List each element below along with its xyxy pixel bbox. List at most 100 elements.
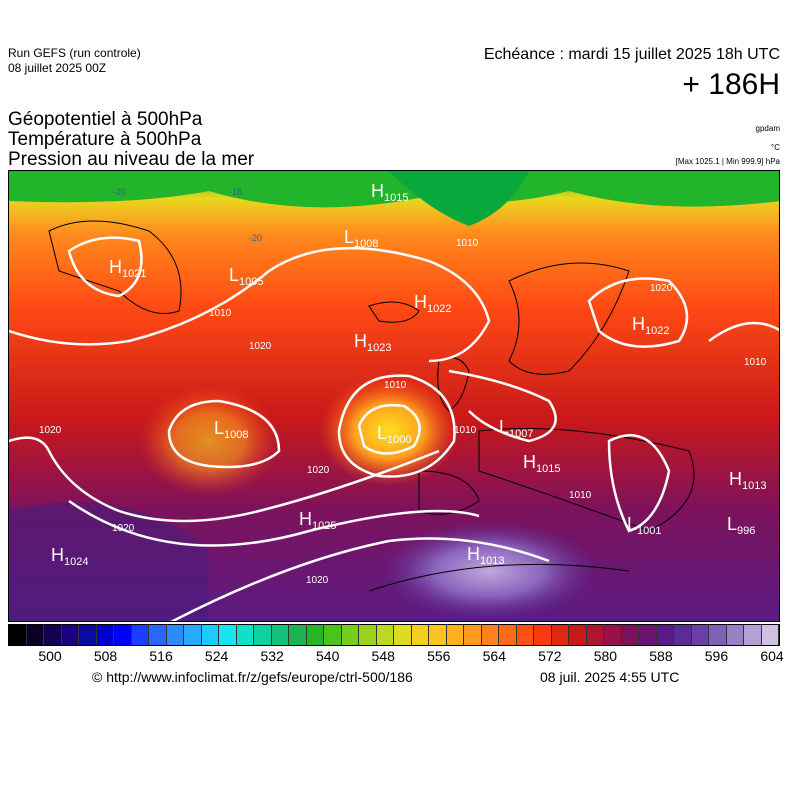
- scale-swatch: [674, 625, 692, 645]
- unit-celsius: °C: [771, 143, 780, 152]
- scale-swatch: [639, 625, 657, 645]
- scale-swatch: [324, 625, 342, 645]
- south-atlantic-warm: [9, 502, 209, 621]
- isobar-low-iberia-inner: [357, 403, 421, 455]
- center-label: L1005: [229, 265, 264, 288]
- scale-swatch: [464, 625, 482, 645]
- scale-tick-label: 556: [427, 648, 451, 664]
- copyright-url[interactable]: © http://www.infoclimat.fr/z/gefs/europe…: [92, 669, 413, 685]
- scale-swatch: [96, 625, 114, 645]
- isobar-high-greenland: [67, 236, 143, 298]
- scale-tick-label: 604: [760, 648, 784, 664]
- scale-tick-label: 500: [38, 648, 62, 664]
- scale-tick-label: 532: [260, 648, 284, 664]
- center-label: H1023: [354, 331, 391, 354]
- isobar-low-balkans: [607, 434, 671, 533]
- forecast-valid-time: Echéance : mardi 15 juillet 2025 18h UTC: [483, 46, 780, 63]
- color-scale-bar: [8, 624, 780, 646]
- temperature-values: -20 -18 -20: [113, 187, 262, 243]
- center-label: L1000: [377, 423, 412, 446]
- isobar-2: [9, 436, 440, 523]
- scale-tick-label: 516: [149, 648, 173, 664]
- scale-swatch: [516, 625, 534, 645]
- temperature-value: -20: [249, 233, 262, 243]
- scale-tick-label: 524: [204, 648, 229, 664]
- isobar-3: [68, 499, 480, 547]
- isobar-low-iberia-outer: [337, 374, 456, 478]
- scale-swatch: [149, 625, 167, 645]
- scale-swatch: [166, 625, 184, 645]
- run-date: 08 juillet 2025 00Z: [8, 61, 107, 75]
- isobar-value: 1010: [744, 357, 767, 368]
- scale-tick-label: 588: [649, 648, 673, 664]
- isobar-1: [9, 246, 491, 363]
- continental-europe-coast: [418, 428, 695, 532]
- center-label: L1007: [499, 417, 534, 440]
- forecast-lead-hours: + 186H: [682, 68, 780, 101]
- warm-core-africa: [379, 521, 599, 621]
- center-label: H1022: [632, 314, 669, 337]
- scale-swatch: [201, 625, 219, 645]
- scale-swatch: [114, 625, 132, 645]
- isobar-value: 1020: [39, 425, 62, 436]
- scale-swatch: [254, 625, 272, 645]
- scale-swatch: [376, 625, 394, 645]
- run-title: Run GEFS (run controle): [8, 46, 141, 60]
- isobar-value: 1010: [569, 490, 592, 501]
- scale-swatch: [359, 625, 377, 645]
- scale-tick-label: 564: [482, 648, 506, 664]
- center-label: H1013: [467, 544, 504, 567]
- warm-core-iberia: [319, 376, 459, 486]
- center-label: H1013: [729, 469, 766, 492]
- scale-swatch: [691, 625, 709, 645]
- isobar-high-russia: [587, 277, 689, 348]
- scale-swatch: [9, 625, 27, 645]
- scale-swatch: [306, 625, 324, 645]
- scale-tick-label: 508: [93, 648, 118, 664]
- scale-swatch: [744, 625, 762, 645]
- isobar-value: 1020: [112, 523, 135, 534]
- isobar-value: 1010: [384, 380, 407, 391]
- layer-geopotential-label: Géopotentiel à 500hPa: [8, 109, 203, 130]
- scale-tick-label: 572: [538, 648, 562, 664]
- isobar-value: 1020: [650, 283, 673, 294]
- scale-swatch: [499, 625, 517, 645]
- temperature-value: -20: [113, 187, 126, 197]
- center-label: L1001: [627, 514, 662, 537]
- center-label: H1024: [51, 545, 88, 568]
- scale-swatch: [219, 625, 237, 645]
- scale-swatch: [341, 625, 359, 645]
- scale-swatch: [551, 625, 569, 645]
- isobar-values: 1010 1020 1010 1020 1010 1020 1010 1020 …: [39, 238, 767, 586]
- scale-swatch: [61, 625, 79, 645]
- scale-swatch: [411, 625, 429, 645]
- scale-swatch: [604, 625, 622, 645]
- generated-time: 08 juil. 2025 4:55 UTC: [540, 669, 680, 685]
- center-label: H1015: [371, 181, 408, 204]
- scale-swatch: [131, 625, 149, 645]
- scale-swatch: [726, 625, 744, 645]
- center-label: H1021: [109, 257, 146, 280]
- scale-swatch: [236, 625, 254, 645]
- center-label: H1022: [414, 292, 451, 315]
- center-label: L1008: [214, 418, 249, 441]
- scale-swatch: [289, 625, 307, 645]
- isobar-6: [708, 321, 779, 343]
- isobar-value: 1010: [454, 425, 477, 436]
- unit-pressure-range: [Max 1025.1 | Min 999.9] hPa: [675, 157, 780, 166]
- cold-band: [9, 171, 779, 208]
- scale-tick-label: 596: [704, 648, 729, 664]
- color-scale-ticks: 500 508 516 524 532 540 548 556 564 572 580 588 596 6…: [8, 648, 784, 666]
- scale-swatch: [761, 625, 779, 645]
- map-svg: H1015 L1008 H1021 L1005 H1022 H1023 H102…: [9, 171, 779, 621]
- greenland-coast: [48, 220, 182, 314]
- weather-map[interactable]: H1015 L1008 H1021 L1005 H1022 H1023 H102…: [8, 170, 780, 622]
- iceland-coast: [368, 301, 420, 323]
- scale-swatch: [184, 625, 202, 645]
- temperature-value: -18: [229, 187, 242, 197]
- scale-swatch: [26, 625, 44, 645]
- scale-tick-label: 540: [316, 648, 340, 664]
- isobar-5: [448, 369, 557, 443]
- scale-swatch: [534, 625, 552, 645]
- isobar-value: 1010: [456, 238, 479, 249]
